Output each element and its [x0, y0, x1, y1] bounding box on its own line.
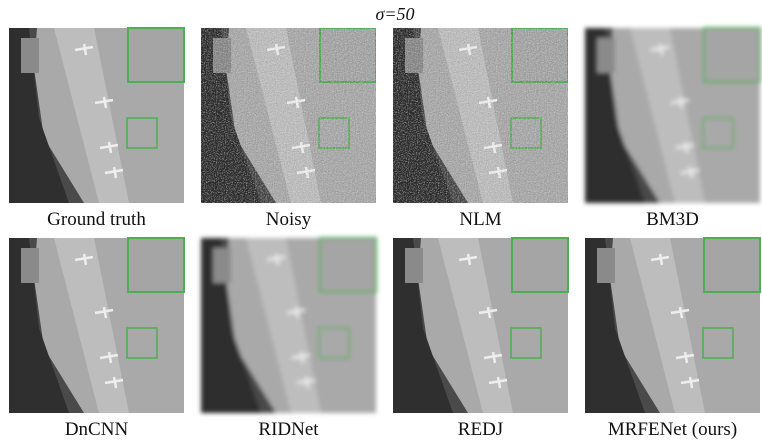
building [21, 248, 39, 283]
caption: DnCNN [65, 419, 129, 440]
inset-zoom [704, 28, 760, 82]
caption: Noisy [266, 209, 312, 230]
inset-zoom [320, 28, 376, 82]
image [9, 238, 184, 413]
inset-zoom [512, 28, 568, 82]
caption: BM3D [646, 209, 699, 230]
inset-zoom [512, 238, 568, 292]
panel: REDJ [393, 238, 568, 440]
building [21, 38, 39, 73]
building [597, 248, 615, 283]
panel: MRFENet (ours) [585, 238, 760, 440]
figure: σ=50 Ground truth Noisy NLM BM3D DnCNN RIDNet… [0, 0, 762, 445]
image [585, 28, 760, 203]
building [597, 38, 615, 73]
caption: NLM [459, 209, 501, 230]
caption: MRFENet (ours) [608, 419, 737, 440]
figure-title: σ=50 [375, 4, 414, 24]
image [9, 28, 184, 203]
inset-zoom [704, 238, 760, 292]
building [405, 248, 423, 283]
inset-zoom [128, 28, 184, 82]
caption: Ground truth [47, 209, 146, 230]
inset-zoom [128, 238, 184, 292]
panel: NLM [393, 28, 568, 230]
caption: RIDNet [258, 419, 319, 440]
image [585, 238, 760, 413]
panel: DnCNN [9, 238, 184, 440]
panel: BM3D [585, 28, 760, 230]
image [201, 28, 376, 203]
caption: REDJ [458, 419, 503, 440]
panel: Noisy [201, 28, 376, 230]
image [201, 238, 376, 413]
building [405, 38, 423, 73]
image [393, 28, 568, 203]
panel: Ground truth [9, 28, 184, 230]
building [213, 248, 231, 283]
panel: RIDNet [201, 238, 376, 440]
building [213, 38, 231, 73]
inset-zoom [320, 238, 376, 292]
image [393, 238, 568, 413]
